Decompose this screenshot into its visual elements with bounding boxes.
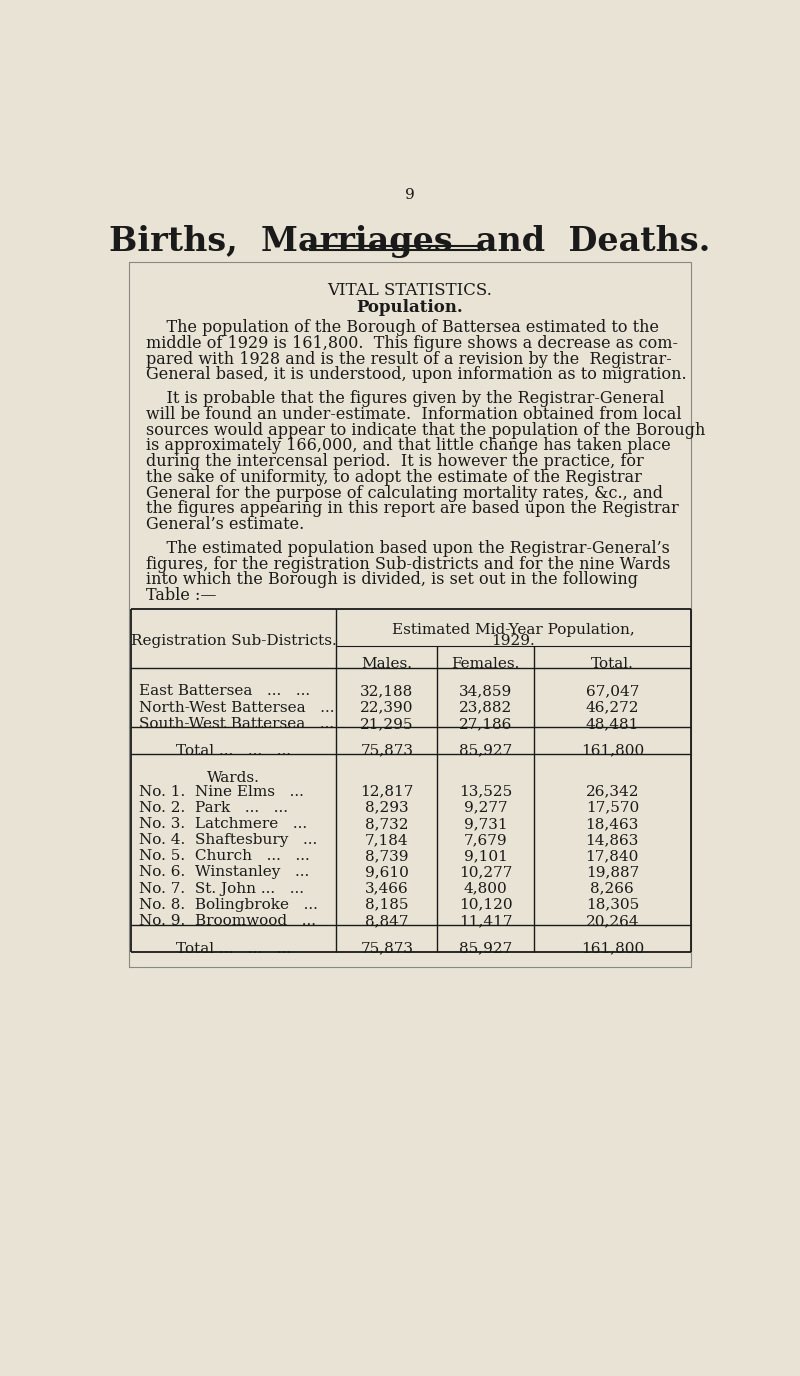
Text: 18,305: 18,305 <box>586 897 639 912</box>
Text: 19,887: 19,887 <box>586 866 639 879</box>
Text: 21,295: 21,295 <box>360 717 414 731</box>
Text: General based, it is understood, upon information as to migration.: General based, it is understood, upon in… <box>146 366 687 384</box>
Text: Males.: Males. <box>362 656 412 670</box>
Text: the sake of uniformity, to adopt the estimate of the Registrar: the sake of uniformity, to adopt the est… <box>146 469 642 486</box>
Text: 8,293: 8,293 <box>365 801 409 815</box>
Text: It is probable that the figures given by the Registrar-General: It is probable that the figures given by… <box>146 389 665 407</box>
Text: 75,873: 75,873 <box>360 941 414 956</box>
Text: No. 6.  Winstanley   ...: No. 6. Winstanley ... <box>138 866 309 879</box>
Text: No. 7.  St. John ...   ...: No. 7. St. John ... ... <box>138 882 304 896</box>
Text: middle of 1929 is 161,800.  This figure shows a decrease as com-: middle of 1929 is 161,800. This figure s… <box>146 334 678 352</box>
Text: sources would appear to indicate that the population of the Borough: sources would appear to indicate that th… <box>146 421 706 439</box>
Text: 8,266: 8,266 <box>590 882 634 896</box>
Text: Total ...   ...   ...: Total ... ... ... <box>176 941 291 956</box>
Text: 27,186: 27,186 <box>459 717 512 731</box>
Text: 34,859: 34,859 <box>459 684 512 699</box>
Text: 8,847: 8,847 <box>365 914 409 927</box>
Text: No. 9.  Broomwood   ...: No. 9. Broomwood ... <box>138 914 316 927</box>
Text: is approximately 166,000, and that little change has taken place: is approximately 166,000, and that littl… <box>146 438 671 454</box>
Text: Table :—: Table :— <box>146 588 217 604</box>
Text: The estimated population based upon the Registrar-General’s: The estimated population based upon the … <box>146 539 670 557</box>
Text: 13,525: 13,525 <box>459 784 512 798</box>
Text: No. 5.  Church   ...   ...: No. 5. Church ... ... <box>138 849 310 863</box>
Text: 7,184: 7,184 <box>365 832 409 848</box>
Text: Registration Sub-Districts.: Registration Sub-Districts. <box>131 634 337 648</box>
Text: 9,277: 9,277 <box>464 801 507 815</box>
Text: 26,342: 26,342 <box>586 784 639 798</box>
Text: No. 3.  Latchmere   ...: No. 3. Latchmere ... <box>138 817 307 831</box>
Text: 8,732: 8,732 <box>365 817 409 831</box>
Text: East Battersea   ...   ...: East Battersea ... ... <box>138 684 310 699</box>
Text: 9,101: 9,101 <box>464 849 507 863</box>
Text: into which the Borough is divided, is set out in the following: into which the Borough is divided, is se… <box>146 571 638 589</box>
Text: 8,185: 8,185 <box>365 897 409 912</box>
Text: 12,817: 12,817 <box>360 784 414 798</box>
Text: General for the purpose of calculating mortality rates, &c., and: General for the purpose of calculating m… <box>146 484 663 502</box>
Text: 17,840: 17,840 <box>586 849 639 863</box>
Text: General’s estimate.: General’s estimate. <box>146 516 305 534</box>
Text: 32,188: 32,188 <box>360 684 414 699</box>
Text: 1929.: 1929. <box>491 634 535 648</box>
Text: 10,277: 10,277 <box>459 866 512 879</box>
Text: 161,800: 161,800 <box>581 744 644 758</box>
Text: 8,739: 8,739 <box>365 849 409 863</box>
Text: 3,466: 3,466 <box>365 882 409 896</box>
Text: figures, for the registration Sub-districts and for the nine Wards: figures, for the registration Sub-distri… <box>146 556 671 572</box>
Text: 7,679: 7,679 <box>464 832 507 848</box>
Text: 14,863: 14,863 <box>586 832 639 848</box>
Text: the figures appearing in this report are based upon the Registrar: the figures appearing in this report are… <box>146 501 679 517</box>
Text: 18,463: 18,463 <box>586 817 639 831</box>
Text: during the intercensal period.  It is however the practice, for: during the intercensal period. It is how… <box>146 453 644 471</box>
Text: 17,570: 17,570 <box>586 801 639 815</box>
Bar <box>130 263 690 967</box>
Text: 9: 9 <box>405 189 415 202</box>
Text: Wards.: Wards. <box>207 771 260 784</box>
Text: 11,417: 11,417 <box>459 914 512 927</box>
Text: North-West Battersea   ...: North-West Battersea ... <box>138 700 334 714</box>
Text: Total ...   ...   ...: Total ... ... ... <box>176 744 291 758</box>
Text: 48,481: 48,481 <box>586 717 639 731</box>
Text: 67,047: 67,047 <box>586 684 639 699</box>
Text: 85,927: 85,927 <box>459 744 512 758</box>
Text: 46,272: 46,272 <box>586 700 639 714</box>
Text: 75,873: 75,873 <box>360 744 414 758</box>
Text: will be found an under-estimate.  Information obtained from local: will be found an under-estimate. Informa… <box>146 406 682 422</box>
Text: No. 8.  Bolingbroke   ...: No. 8. Bolingbroke ... <box>138 897 318 912</box>
Text: 9,610: 9,610 <box>365 866 409 879</box>
Text: 23,882: 23,882 <box>459 700 512 714</box>
Text: 22,390: 22,390 <box>360 700 414 714</box>
Text: Total.: Total. <box>591 656 634 670</box>
Text: Estimated Mid-Year Population,: Estimated Mid-Year Population, <box>392 623 635 637</box>
Text: 10,120: 10,120 <box>458 897 512 912</box>
Text: 85,927: 85,927 <box>459 941 512 956</box>
Text: No. 4.  Shaftesbury   ...: No. 4. Shaftesbury ... <box>138 832 317 848</box>
Text: 9,731: 9,731 <box>464 817 507 831</box>
Text: Population.: Population. <box>357 299 463 316</box>
Text: No. 1.  Nine Elms   ...: No. 1. Nine Elms ... <box>138 784 304 798</box>
Text: The population of the Borough of Battersea estimated to the: The population of the Borough of Batters… <box>146 319 659 336</box>
Text: VITAL STATISTICS.: VITAL STATISTICS. <box>327 282 493 299</box>
Text: pared with 1928 and is the result of a revision by the  Registrar-: pared with 1928 and is the result of a r… <box>146 351 672 367</box>
Text: South-West Battersea   ...: South-West Battersea ... <box>138 717 334 731</box>
Text: Births,  Marriages  and  Deaths.: Births, Marriages and Deaths. <box>110 226 710 259</box>
Text: 161,800: 161,800 <box>581 941 644 956</box>
Text: 4,800: 4,800 <box>464 882 507 896</box>
Text: 20,264: 20,264 <box>586 914 639 927</box>
Text: No. 2.  Park   ...   ...: No. 2. Park ... ... <box>138 801 288 815</box>
Text: Females.: Females. <box>451 656 520 670</box>
